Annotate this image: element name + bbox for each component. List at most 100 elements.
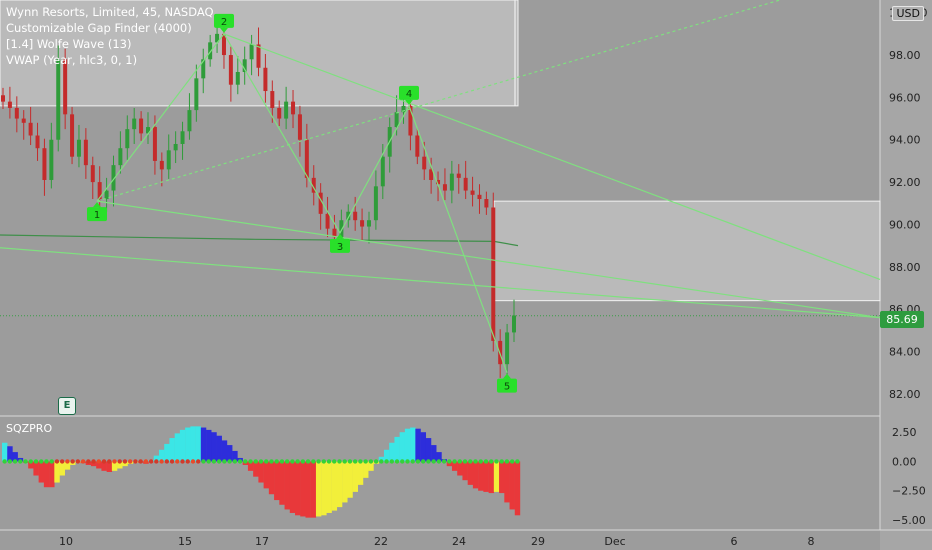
candle xyxy=(152,127,157,161)
candle xyxy=(42,148,47,180)
squeeze-bar xyxy=(232,450,238,462)
squeeze-dot xyxy=(75,459,81,464)
squeeze-bar xyxy=(279,461,285,505)
squeeze-dot xyxy=(33,459,39,464)
squeeze-bar xyxy=(300,461,306,517)
squeeze-bar xyxy=(483,461,489,492)
squeeze-bar xyxy=(96,461,102,469)
squeeze-bar xyxy=(425,438,432,462)
vwap-indicator[interactable]: VWAP (Year, hlc3, 0, 1) xyxy=(6,53,138,67)
squeeze-bar xyxy=(117,461,123,469)
currency-badge[interactable]: USD xyxy=(892,6,924,21)
wolfe-point-1: 1 xyxy=(87,202,107,222)
time-tick-label: 29 xyxy=(531,535,545,548)
candle xyxy=(491,207,496,341)
candle xyxy=(201,59,206,79)
squeeze-bar xyxy=(336,461,343,508)
candle xyxy=(221,33,226,56)
squeeze-dot xyxy=(2,459,7,464)
squeeze-bar xyxy=(64,461,71,470)
squeeze-dot xyxy=(337,459,342,464)
candle xyxy=(139,118,144,134)
time-tick-label: 24 xyxy=(452,535,466,548)
squeeze-bar xyxy=(54,461,60,483)
squeeze-bar xyxy=(295,461,301,516)
squeeze-bar xyxy=(185,427,191,462)
squeeze-dot xyxy=(117,459,122,464)
squeeze-dot xyxy=(290,459,295,464)
squeeze-dot xyxy=(379,459,384,464)
candle xyxy=(35,135,40,149)
price-tick-label: 92.00 xyxy=(889,176,921,189)
squeeze-bar xyxy=(478,461,484,491)
price-axis-area xyxy=(880,0,932,550)
candle xyxy=(7,101,12,108)
squeeze-dot xyxy=(248,459,253,464)
candle xyxy=(28,122,33,136)
wolfe-wave-indicator[interactable]: [1.4] Wolfe Wave (13) xyxy=(6,37,132,51)
time-tick-label: 17 xyxy=(255,535,269,548)
wolfe-marker xyxy=(497,378,517,393)
osc-tick-label: 2.50 xyxy=(892,426,917,439)
squeeze-dot xyxy=(164,459,170,464)
candle xyxy=(56,59,61,140)
candle xyxy=(249,44,254,60)
squeeze-bar xyxy=(164,443,170,462)
candle xyxy=(311,177,316,193)
squeeze-bar xyxy=(122,461,128,467)
price-tick-label: 84.00 xyxy=(889,345,921,358)
squeeze-dot xyxy=(86,459,91,464)
candle xyxy=(366,220,371,227)
wolfe-marker xyxy=(87,207,107,222)
candle xyxy=(449,173,454,191)
squeeze-dot xyxy=(316,459,321,464)
squeeze-dot xyxy=(489,459,494,464)
candle xyxy=(63,59,68,115)
candle xyxy=(228,55,233,85)
earnings-icon[interactable]: E xyxy=(58,397,76,415)
squeeze-dot xyxy=(96,459,101,464)
wolfe-marker-label: 4 xyxy=(406,89,412,100)
squeeze-dot xyxy=(7,459,13,464)
squeeze-dot xyxy=(426,459,431,464)
candle xyxy=(463,177,468,191)
sqzpro-label[interactable]: SQZPRO xyxy=(6,422,53,435)
squeeze-bar xyxy=(342,461,348,503)
squeeze-bar xyxy=(420,432,427,462)
price-tick-label: 98.00 xyxy=(889,49,921,62)
candle xyxy=(21,118,26,123)
candle xyxy=(346,211,351,221)
candle xyxy=(76,139,81,157)
squeeze-bar xyxy=(153,455,160,462)
squeeze-bar xyxy=(363,461,369,478)
squeeze-dot xyxy=(80,459,86,464)
candle xyxy=(118,148,123,166)
squeeze-dot xyxy=(452,459,457,464)
squeeze-bar xyxy=(383,449,390,462)
chart-legend: Wynn Resorts, Limited, 45, NASDAQ Custom… xyxy=(6,4,214,68)
squeeze-bar xyxy=(101,461,107,471)
squeeze-bar xyxy=(247,461,254,471)
squeeze-dot xyxy=(332,459,337,464)
squeeze-bar xyxy=(263,461,270,489)
squeeze-bar xyxy=(289,461,296,513)
candle xyxy=(332,228,337,238)
gap-finder-indicator[interactable]: Customizable Gap Finder (4000) xyxy=(6,21,192,35)
squeeze-dot xyxy=(436,459,442,464)
candle xyxy=(111,165,116,191)
squeeze-dot xyxy=(373,459,379,464)
squeeze-bar xyxy=(410,427,416,462)
candle xyxy=(297,114,302,140)
candle xyxy=(505,332,510,365)
squeeze-bar xyxy=(12,452,18,462)
wolfe-marker-label: 5 xyxy=(504,382,510,393)
candle xyxy=(353,211,358,221)
candle xyxy=(180,131,185,144)
squeeze-dot xyxy=(311,459,316,464)
price-tick-label: 88.00 xyxy=(889,261,921,274)
price-tick-label: 90.00 xyxy=(889,218,921,231)
squeeze-dot xyxy=(326,459,332,464)
squeeze-dot xyxy=(148,459,154,464)
candle xyxy=(470,190,475,195)
